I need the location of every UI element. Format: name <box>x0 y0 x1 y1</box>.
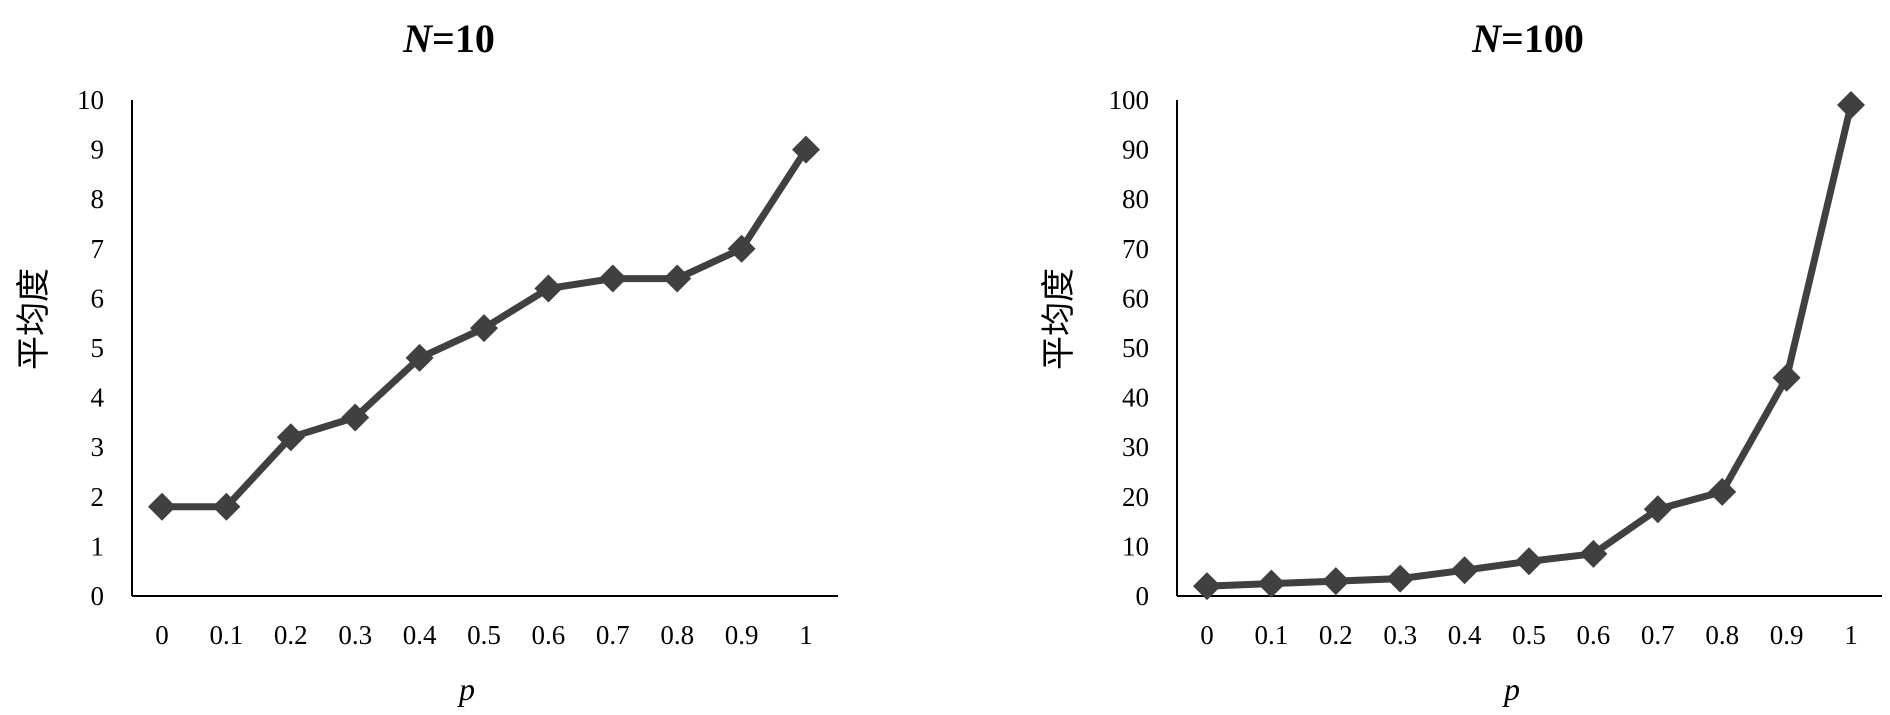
chart-n10: N=10 平均度 p 0 1 2 3 4 5 6 7 8 9 10 0 0.1 0.2 0.3 0.4 0.5… <box>14 16 838 707</box>
x-tick-label: 0 <box>155 620 169 650</box>
data-point <box>1708 477 1737 506</box>
x-tick-label: 0.1 <box>210 620 244 650</box>
y-tick-label: 5 <box>91 333 105 363</box>
x-tick-label: 0.2 <box>274 620 308 650</box>
x-tick-label: 0.4 <box>403 620 437 650</box>
data-point <box>1386 564 1415 593</box>
data-point <box>1193 572 1221 601</box>
x-tick-label: 0.1 <box>1255 620 1289 650</box>
y-tick-label: 3 <box>91 432 105 462</box>
y-tick-label: 70 <box>1122 234 1149 264</box>
x-tick-label: 0.6 <box>1577 620 1611 650</box>
y-tick-label: 100 <box>1109 85 1150 115</box>
x-tick-label: 1 <box>799 620 813 650</box>
y-tick-label: 4 <box>91 383 105 413</box>
data-point <box>341 403 370 432</box>
y-tick-labels: 0 1 2 3 4 5 6 7 8 9 10 <box>77 85 105 611</box>
y-tick-label: 50 <box>1122 333 1149 363</box>
data-point <box>1450 556 1479 585</box>
y-axis-label: 平均度 <box>14 268 54 370</box>
data-point <box>212 492 241 521</box>
y-tick-label: 10 <box>1122 531 1149 561</box>
x-tick-label: 0.2 <box>1319 620 1353 650</box>
x-tick-label: 0.7 <box>596 620 630 650</box>
x-tick-label: 0.8 <box>660 620 694 650</box>
data-point <box>1515 547 1543 576</box>
data-point <box>727 234 756 263</box>
data-point <box>276 423 305 452</box>
y-tick-label: 40 <box>1122 383 1149 413</box>
x-tick-label: 0.8 <box>1705 620 1739 650</box>
y-tick-label: 90 <box>1122 135 1149 165</box>
y-tick-label: 9 <box>91 135 105 165</box>
data-point <box>470 314 498 343</box>
data-point <box>1837 90 1865 119</box>
y-axis-label: 平均度 <box>1039 268 1079 370</box>
x-tick-label: 0.9 <box>725 620 759 650</box>
x-tick-labels: 0 0.1 0.2 0.3 0.4 0.5 0.6 0.7 0.8 0.9 1 <box>1200 620 1858 650</box>
series-line <box>1203 101 1855 590</box>
data-point <box>1643 495 1672 524</box>
x-axis-label: p <box>1502 671 1520 707</box>
chart-title: N=10 <box>402 16 495 61</box>
y-tick-label: 0 <box>91 581 105 611</box>
x-tick-label: 0.5 <box>467 620 501 650</box>
y-tick-label: 0 <box>1136 581 1150 611</box>
data-point <box>663 264 692 293</box>
data-point <box>598 264 627 293</box>
y-tick-label: 2 <box>91 482 105 512</box>
x-tick-label: 0.7 <box>1641 620 1675 650</box>
y-tick-label: 30 <box>1122 432 1149 462</box>
x-axis-label: p <box>457 671 475 707</box>
y-tick-labels: 0 10 20 30 40 50 60 70 80 90 100 <box>1109 85 1150 611</box>
y-tick-label: 7 <box>91 234 105 264</box>
x-tick-label: 0.3 <box>338 620 372 650</box>
y-tick-label: 20 <box>1122 482 1149 512</box>
y-tick-label: 1 <box>91 531 105 561</box>
data-point <box>1772 363 1801 392</box>
y-tick-label: 80 <box>1122 184 1149 214</box>
x-tick-label: 0.3 <box>1383 620 1417 650</box>
y-tick-label: 60 <box>1122 283 1149 313</box>
series <box>148 135 820 521</box>
x-tick-labels: 0 0.1 0.2 0.3 0.4 0.5 0.6 0.7 0.8 0.9 1 <box>155 620 813 650</box>
x-tick-label: 0.6 <box>532 620 566 650</box>
chart-title: N=100 <box>1471 16 1584 61</box>
y-tick-label: 10 <box>77 85 104 115</box>
data-point <box>1321 567 1350 596</box>
x-tick-label: 0.5 <box>1512 620 1546 650</box>
data-point <box>1579 539 1608 568</box>
data-point <box>534 274 563 303</box>
x-tick-label: 0.9 <box>1770 620 1804 650</box>
data-point <box>405 343 434 372</box>
x-tick-label: 0 <box>1200 620 1214 650</box>
y-tick-label: 6 <box>91 283 105 313</box>
x-tick-label: 1 <box>1844 620 1858 650</box>
x-tick-label: 0.4 <box>1448 620 1482 650</box>
series <box>1193 90 1865 601</box>
data-point <box>792 135 820 164</box>
data-point <box>1257 569 1286 598</box>
y-tick-label: 8 <box>91 184 105 214</box>
data-point <box>148 492 176 521</box>
